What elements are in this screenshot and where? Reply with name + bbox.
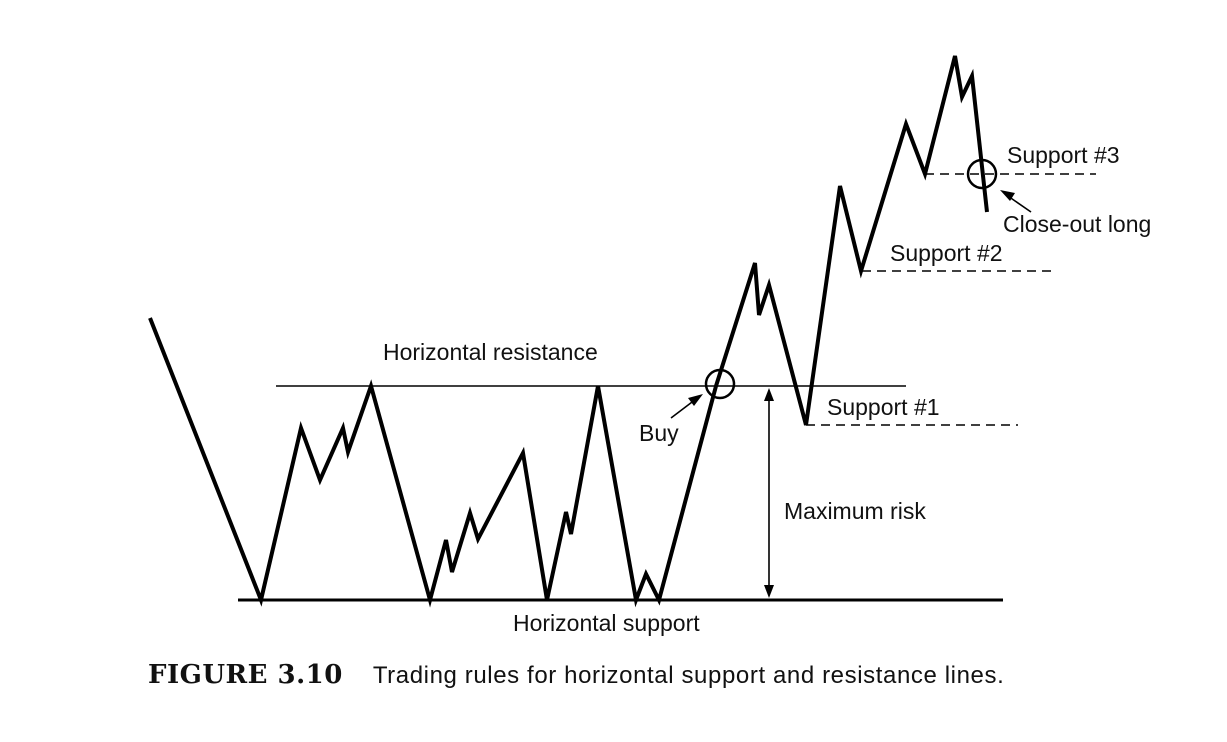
maximum-risk-arrow-top-head	[764, 388, 774, 401]
figure-caption-text: Trading rules for horizontal support and…	[372, 662, 1005, 689]
close-out-circle-marker	[966, 158, 998, 190]
figure-number: FIGURE 3.10	[148, 660, 343, 690]
maximum-risk-label: Maximum risk	[784, 498, 926, 524]
horizontal-support-label: Horizontal support	[513, 610, 700, 636]
buy-arrow-head	[688, 394, 703, 406]
price-path	[148, 55, 989, 608]
horizontal-resistance-label: Horizontal resistance	[383, 339, 598, 365]
buy-circle-marker	[704, 368, 736, 400]
close-out-arrow-head	[1000, 190, 1015, 201]
maximum-risk-arrow-bottom-head	[764, 585, 774, 598]
buy-label: Buy	[639, 420, 679, 446]
figure-caption: FIGURE 3.10 Trading rules for horizontal …	[148, 660, 1004, 690]
support-3-label: Support #3	[1007, 142, 1120, 168]
support-2-label: Support #2	[890, 240, 1003, 266]
close-out-long-label: Close-out long	[1003, 211, 1151, 237]
support-1-label: Support #1	[827, 394, 940, 420]
